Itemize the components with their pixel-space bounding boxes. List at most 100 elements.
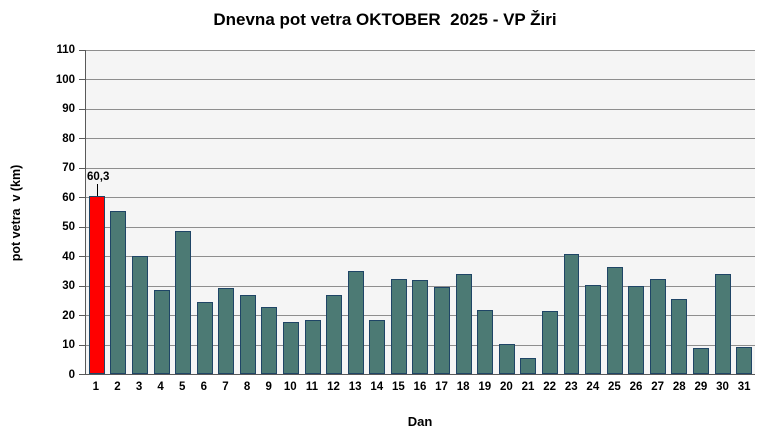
bars [86, 50, 755, 374]
bar-day-6 [196, 302, 213, 374]
x-axis-title: Dan [407, 414, 433, 429]
bar-day-22 [541, 311, 558, 374]
bar-slot-31 [733, 50, 755, 374]
bar-day-2 [110, 211, 127, 374]
y-tick-50 [79, 226, 86, 228]
bar-day-1 [88, 196, 105, 374]
x-axis-label-21: 21 [521, 381, 535, 393]
x-axis-label-20: 20 [499, 381, 513, 393]
x-axis-label-7: 7 [222, 381, 229, 393]
y-axis-label-40: 40 [62, 250, 75, 263]
bar-slot-26 [625, 50, 647, 374]
y-axis-label-80: 80 [62, 132, 75, 145]
y-axis-label-50: 50 [62, 221, 75, 234]
y-tick-40 [79, 256, 86, 258]
x-axis-label-16: 16 [413, 381, 427, 393]
x-axis-label-29: 29 [694, 381, 708, 393]
data-label: 60,3 [87, 171, 110, 184]
bar-slot-16 [410, 50, 432, 374]
chart-title: Dnevna pot vetra OKTOBER 2025 - VP Žiri [213, 10, 557, 29]
gridline-100 [86, 79, 755, 81]
x-axis-label-4: 4 [157, 381, 164, 393]
bar-slot-5 [172, 50, 194, 374]
bar-slot-21 [518, 50, 540, 374]
bar-day-19 [477, 309, 494, 374]
bar-day-30 [714, 274, 731, 374]
x-axis-label-26: 26 [629, 381, 643, 393]
gridline-80 [86, 138, 755, 140]
bar-day-23 [563, 254, 580, 374]
bar-slot-13 [345, 50, 367, 374]
y-axis-label-100: 100 [55, 73, 75, 86]
bar-day-10 [283, 321, 299, 374]
x-axis-label-11: 11 [305, 381, 318, 393]
x-axis-label-30: 30 [716, 381, 729, 393]
y-axis-label-110: 110 [56, 44, 75, 56]
bar-slot-30 [712, 50, 734, 374]
bar-day-26 [628, 286, 645, 374]
x-axis-label-18: 18 [456, 381, 470, 393]
bar-slot-2 [108, 50, 130, 374]
y-tick-80 [79, 138, 86, 140]
x-axis-label-10: 10 [283, 381, 297, 393]
bar-slot-19 [474, 50, 496, 374]
bar-slot-9 [259, 50, 281, 374]
bar-slot-1 [86, 50, 108, 374]
bar-day-8 [239, 295, 256, 374]
gridline-60 [86, 197, 755, 199]
bar-slot-28 [669, 50, 691, 374]
bar-slot-24 [582, 50, 604, 374]
y-axis-labels: 0 10 20 30 40 50 60 70 80 90 100 110 [0, 44, 75, 381]
bar-day-14 [369, 320, 386, 374]
gridline-40 [86, 256, 755, 258]
bar-slot-18 [453, 50, 475, 374]
bar-slot-7 [215, 50, 237, 374]
bar-slot-8 [237, 50, 259, 374]
bar-day-16 [412, 279, 429, 374]
y-axis-label-60: 60 [62, 191, 75, 204]
bar-day-29 [693, 348, 709, 374]
x-axis-label-17: 17 [435, 381, 448, 393]
y-axis-label-20: 20 [62, 309, 75, 322]
x-axis-label-31: 31 [737, 381, 751, 393]
bar-slot-3 [129, 50, 151, 374]
bar-day-3 [131, 256, 148, 374]
x-axis-label-9: 9 [265, 381, 272, 393]
bar-day-4 [153, 290, 170, 374]
bar-slot-15 [388, 50, 410, 374]
bar-slot-4 [151, 50, 173, 374]
x-axis-label-12: 12 [327, 381, 340, 393]
x-axis-label-6: 6 [200, 381, 208, 393]
plot-area: 60,3 [79, 50, 755, 375]
bar-day-13 [347, 270, 364, 374]
bar-day-20 [498, 343, 515, 374]
bar-slot-25 [604, 50, 626, 374]
bar-slot-27 [647, 50, 669, 374]
y-axis-label-10: 10 [62, 339, 75, 352]
bar-slot-6 [194, 50, 216, 374]
x-axis-label-24: 24 [586, 381, 600, 393]
x-axis-label-2: 2 [114, 381, 121, 393]
x-axis-labels: 1 2 3 4 5 6 7 8 9 10 11 12 13 14 15 16 17 18 19 20 21 22 23 24 2… [85, 381, 755, 393]
x-axis-label-22: 22 [543, 381, 556, 393]
bar-day-18 [455, 273, 472, 374]
y-tick-20 [79, 315, 86, 317]
data-label-leader-line [96, 184, 98, 197]
bar-slot-17 [431, 50, 453, 374]
x-axis-label-13: 13 [348, 381, 362, 393]
bar-slot-20 [496, 50, 518, 374]
x-axis-label-28: 28 [672, 381, 686, 393]
bar-day-15 [390, 278, 407, 374]
x-axis-label-1: 1 [92, 381, 99, 393]
y-tick-60 [79, 197, 86, 199]
y-axis-label-30: 30 [62, 280, 75, 293]
y-axis-label-70: 70 [62, 162, 75, 175]
x-axis-label-15: 15 [391, 381, 405, 393]
bar-day-27 [649, 278, 666, 374]
y-axis-label-0: 0 [68, 369, 75, 381]
gridline-110 [86, 50, 755, 51]
y-tick-110 [79, 50, 86, 51]
y-axis-label-90: 90 [62, 103, 75, 116]
gridline-90 [86, 108, 755, 110]
